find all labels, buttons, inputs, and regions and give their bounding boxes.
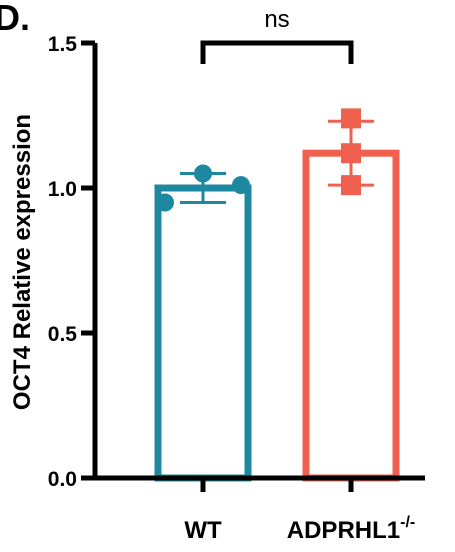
data-point [156,194,174,212]
data-point [341,143,361,163]
data-point [232,176,250,194]
data-point [341,108,361,128]
y-axis-label: OCT4 Relative expression [9,114,36,410]
y-tick-label: 1.0 [48,178,77,201]
x-tick-label-main: ADPRHL1 [287,517,400,544]
data-point [341,175,361,195]
x-tick-label-main: WT [184,517,222,544]
data-point [194,165,212,183]
y-tick-label: 1.5 [48,33,78,56]
bar-adprhl1-ko [306,153,396,478]
significance-label: ns [264,6,289,33]
significance-bracket [203,43,351,64]
x-tick-label-superscript: -/- [400,514,415,531]
x-tick-label: ADPRHL1-/- [287,514,415,544]
y-tick-label: 0.0 [48,468,77,491]
bar-wt [158,188,248,478]
x-tick-label: WT [184,517,222,544]
panel-label: D. [0,0,30,38]
y-tick-label: 0.5 [48,323,78,346]
